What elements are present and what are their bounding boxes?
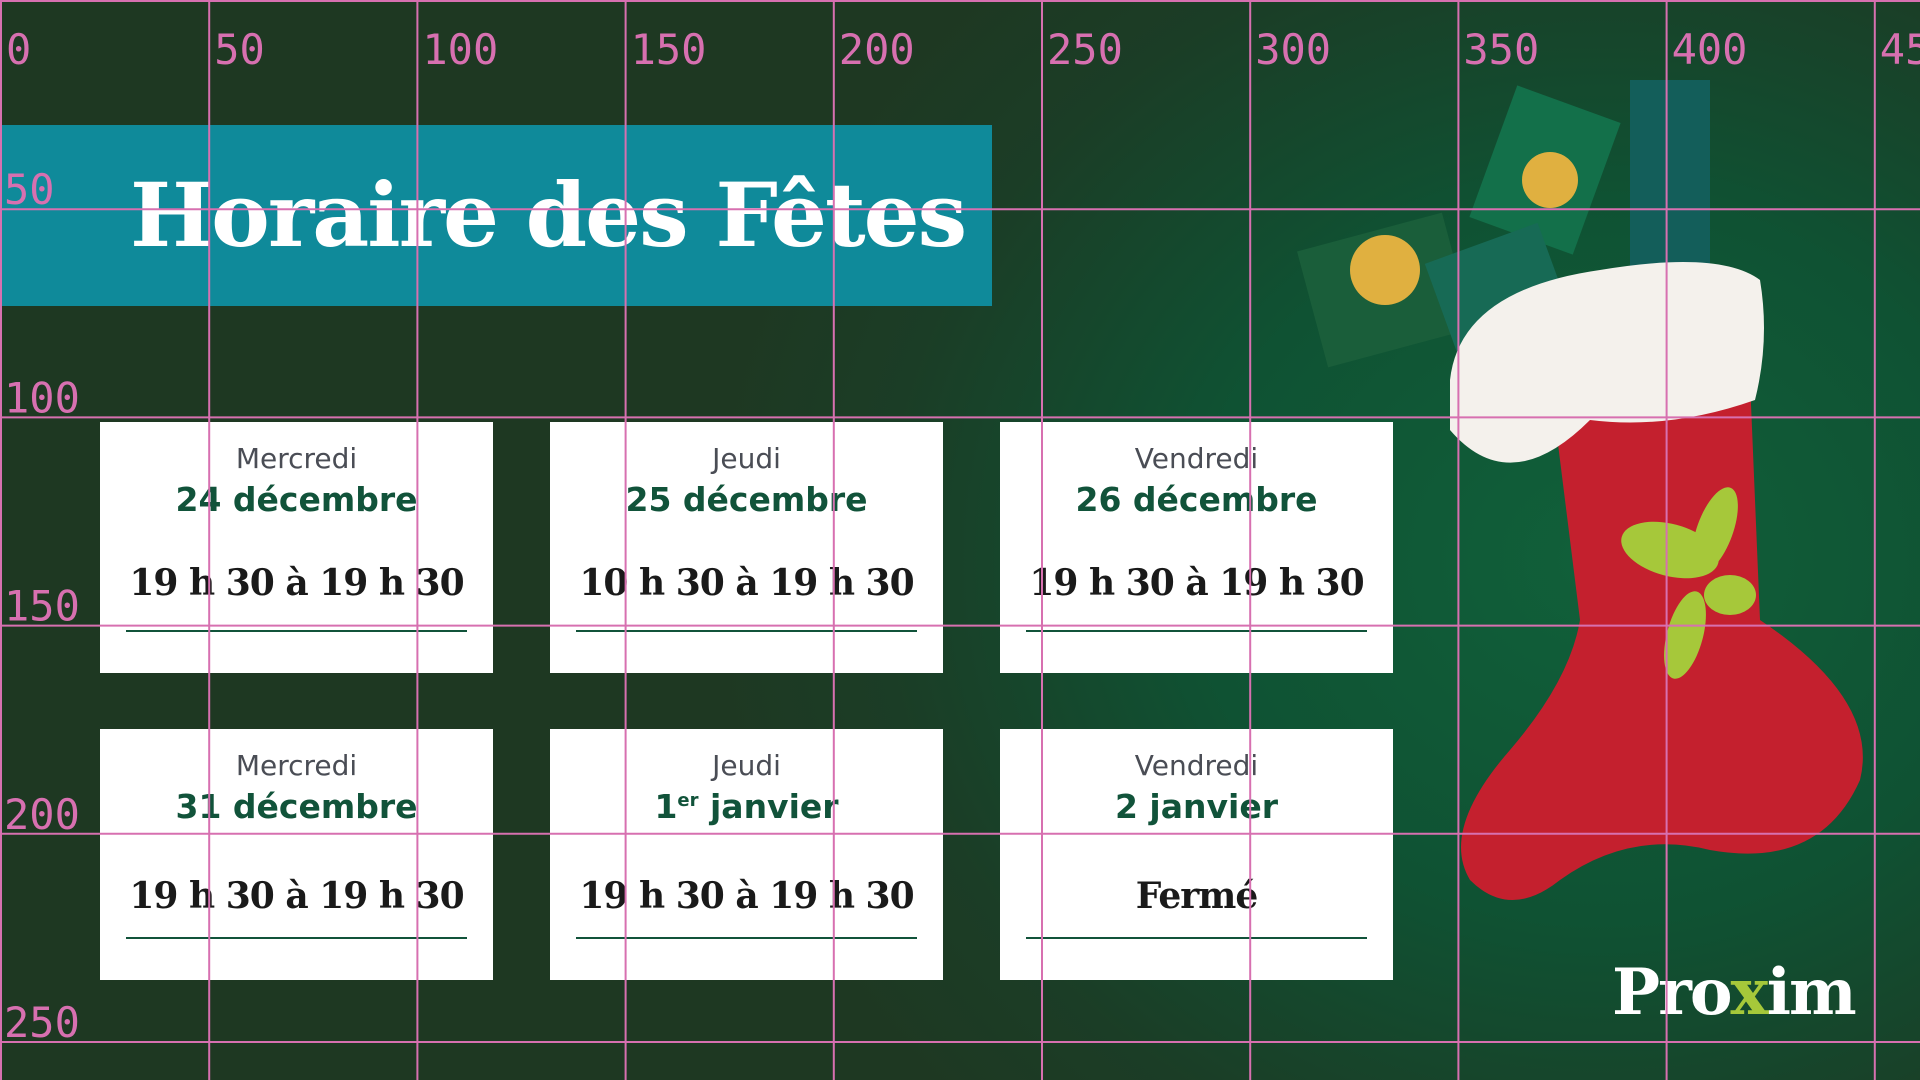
schedule-card: Jeudi 1er janvier 19 h 30 à 19 h 30 — [550, 729, 943, 980]
schedule-card: Vendredi 2 janvier Fermé — [1000, 729, 1393, 980]
card-date: 25 décembre — [625, 480, 868, 519]
card-day: Vendredi — [1134, 442, 1259, 475]
grid-label-x: 100 — [422, 25, 498, 74]
date-number: 1 — [654, 787, 678, 826]
proxim-logo: Proxim — [1612, 955, 1857, 1030]
grid-label-x: 50 — [214, 25, 265, 74]
card-hours: Fermé — [1135, 875, 1258, 917]
card-day: Vendredi — [1134, 749, 1259, 782]
card-hours: 19 h 30 à 19 h 30 — [1029, 562, 1364, 604]
logo-text: im — [1766, 955, 1857, 1030]
card-day: Jeudi — [712, 749, 781, 782]
grid-label-y: 100 — [4, 373, 80, 422]
stocking-cuff — [1450, 262, 1764, 463]
page-title: Horaire des Fêtes — [130, 163, 967, 267]
schedule-card: Mercredi 31 décembre 19 h 30 à 19 h 30 — [100, 729, 493, 980]
card-hours: 19 h 30 à 19 h 30 — [129, 875, 464, 917]
card-date: 1er janvier — [550, 787, 943, 826]
schedule-card: Vendredi 26 décembre 19 h 30 à 19 h 30 — [1000, 422, 1393, 673]
grid-label-x: 0 — [6, 25, 31, 74]
bow-icon — [1350, 235, 1420, 305]
divider — [1026, 937, 1367, 939]
logo-x: x — [1730, 955, 1769, 1030]
divider — [576, 937, 917, 939]
grid-label-y: 150 — [4, 582, 80, 631]
card-date: 26 décembre — [1075, 480, 1318, 519]
card-day: Jeudi — [712, 442, 781, 475]
schedule-card: Mercredi 24 décembre 19 h 30 à 19 h 30 — [100, 422, 493, 673]
card-day: Mercredi — [235, 442, 358, 475]
date-ordinal: er — [677, 790, 699, 811]
grid-label-y: 250 — [4, 998, 80, 1047]
date-month: janvier — [698, 787, 839, 826]
logo-text: Pro — [1612, 955, 1733, 1030]
card-hours: 19 h 30 à 19 h 30 — [579, 875, 914, 917]
divider — [126, 937, 467, 939]
stocking-body — [1461, 380, 1863, 900]
grid-label-x: 200 — [839, 25, 915, 74]
card-hours: 19 h 30 à 19 h 30 — [129, 562, 464, 604]
divider — [1026, 630, 1367, 632]
divider — [126, 630, 467, 632]
schedule-card: Jeudi 25 décembre 10 h 30 à 19 h 30 — [550, 422, 943, 673]
christmas-stocking-illustration — [1297, 80, 1863, 900]
title-banner: Horaire des Fêtes — [0, 125, 992, 306]
bow-icon — [1522, 152, 1578, 208]
grid-label-y: 200 — [4, 790, 80, 839]
proxim-leaf-icon — [1621, 487, 1756, 679]
divider — [576, 630, 917, 632]
card-date: 24 décembre — [175, 480, 418, 519]
grid-label-x: 250 — [1047, 25, 1123, 74]
card-hours: 10 h 30 à 19 h 30 — [579, 562, 914, 604]
card-day: Mercredi — [235, 749, 358, 782]
card-date: 31 décembre — [175, 787, 418, 826]
grid-label-x: 150 — [631, 25, 707, 74]
